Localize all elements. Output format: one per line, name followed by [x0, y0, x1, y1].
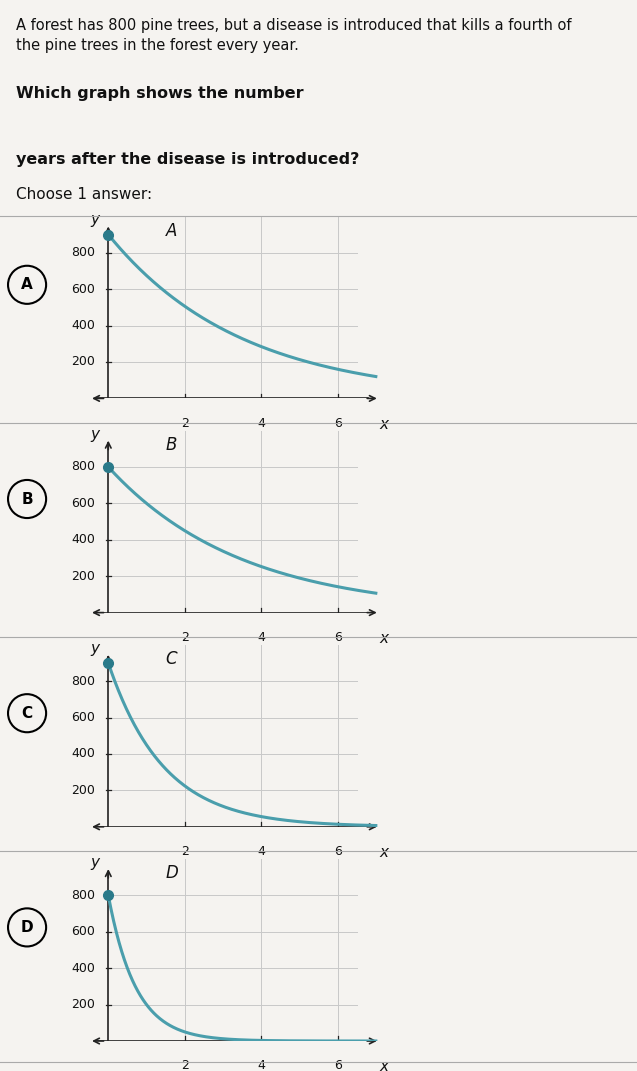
- Text: 800: 800: [71, 461, 95, 473]
- Text: 400: 400: [71, 533, 95, 546]
- Text: 400: 400: [71, 962, 95, 975]
- Text: 200: 200: [71, 784, 95, 797]
- Text: 600: 600: [71, 711, 95, 724]
- Text: C: C: [22, 706, 32, 721]
- Text: 800: 800: [71, 246, 95, 259]
- Text: x: x: [379, 631, 388, 646]
- Text: 2: 2: [181, 631, 189, 644]
- Text: Choose 1 answer:: Choose 1 answer:: [16, 187, 152, 202]
- Text: 600: 600: [71, 925, 95, 938]
- Text: 400: 400: [71, 319, 95, 332]
- Text: B: B: [166, 436, 177, 454]
- Text: y: y: [90, 855, 99, 870]
- Text: y: y: [90, 212, 99, 227]
- Text: 6: 6: [334, 631, 341, 644]
- Text: 6: 6: [334, 845, 341, 858]
- Text: C: C: [166, 650, 177, 668]
- Text: D: D: [21, 920, 33, 935]
- Text: 200: 200: [71, 570, 95, 583]
- Text: 600: 600: [71, 283, 95, 296]
- Text: x: x: [379, 845, 388, 860]
- Text: 4: 4: [257, 845, 265, 858]
- Text: 4: 4: [257, 631, 265, 644]
- Text: y: y: [90, 640, 99, 655]
- Text: A forest has 800 pine trees, but a disease is introduced that kills a fourth of
: A forest has 800 pine trees, but a disea…: [16, 18, 571, 52]
- Text: A: A: [21, 277, 33, 292]
- Text: 4: 4: [257, 1059, 265, 1071]
- Text: 2: 2: [181, 845, 189, 858]
- Text: 6: 6: [334, 1059, 341, 1071]
- Text: 200: 200: [71, 356, 95, 368]
- Text: y: y: [90, 426, 99, 441]
- Text: B: B: [21, 492, 33, 507]
- Text: x: x: [379, 1059, 388, 1071]
- Text: years after the disease is introduced?: years after the disease is introduced?: [16, 152, 359, 167]
- Text: Which graph shows the number: Which graph shows the number: [16, 86, 309, 101]
- Text: 2: 2: [181, 1059, 189, 1071]
- Text: 4: 4: [257, 417, 265, 429]
- Text: D: D: [166, 864, 178, 883]
- Text: 800: 800: [71, 675, 95, 688]
- Text: 400: 400: [71, 748, 95, 760]
- Text: 200: 200: [71, 998, 95, 1011]
- Text: 2: 2: [181, 417, 189, 429]
- Text: 6: 6: [334, 417, 341, 429]
- Text: 800: 800: [71, 889, 95, 902]
- Text: 600: 600: [71, 497, 95, 510]
- Text: x: x: [379, 417, 388, 432]
- Text: A: A: [166, 222, 177, 240]
